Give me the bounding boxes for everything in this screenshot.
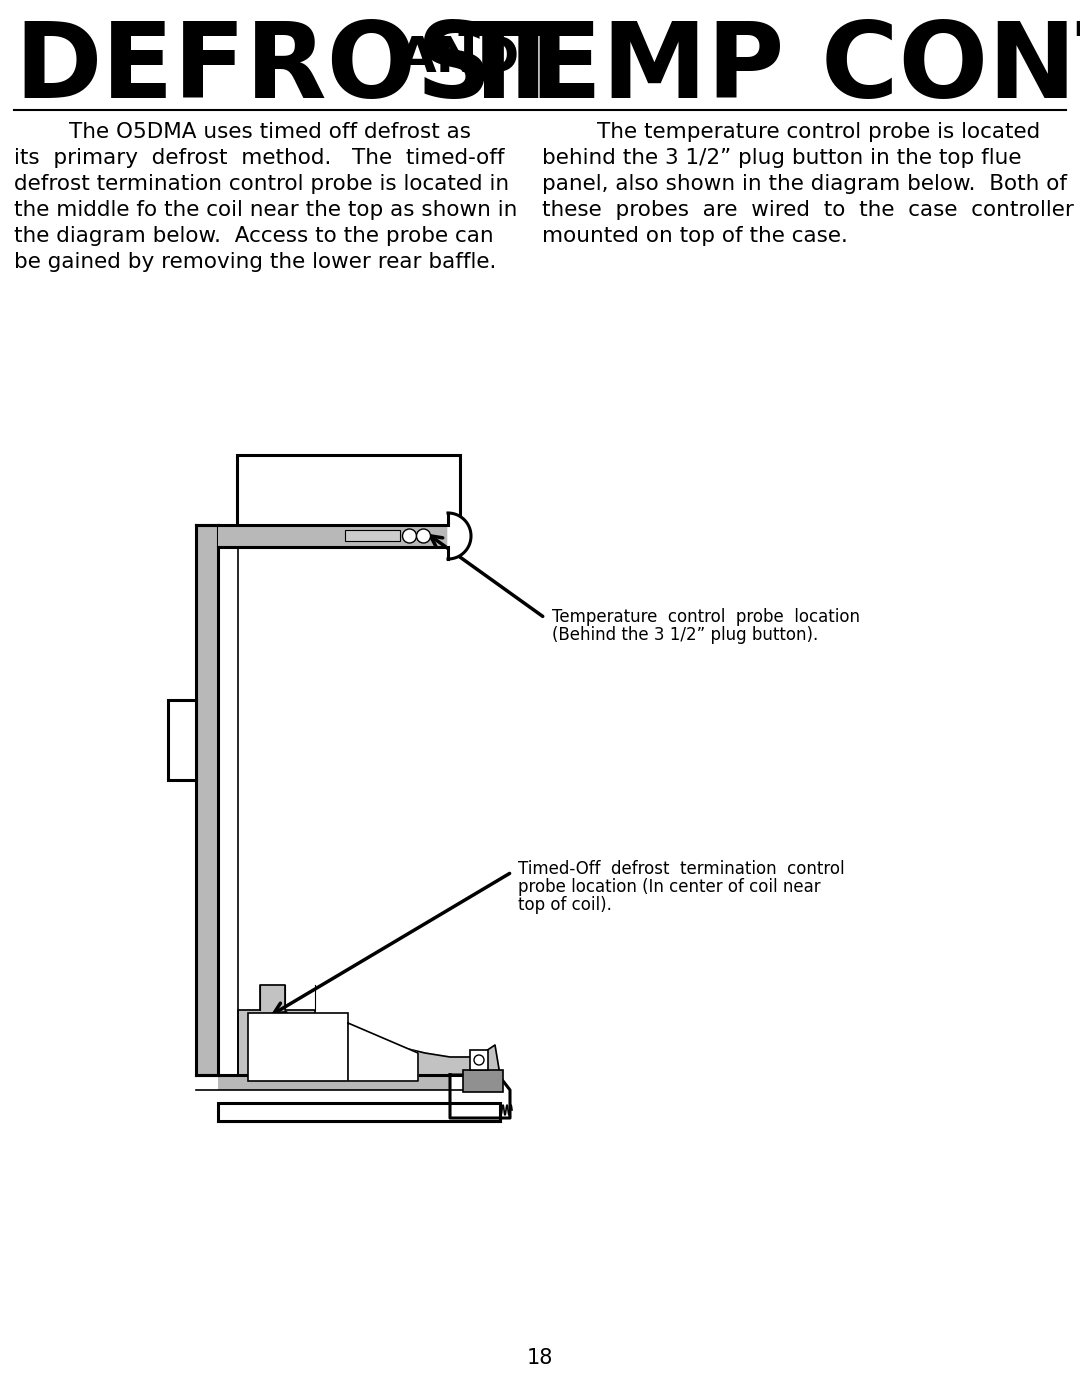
Bar: [345, 529, 400, 541]
Polygon shape: [450, 1076, 510, 1118]
Text: The O5DMA uses timed off defrost as: The O5DMA uses timed off defrost as: [14, 122, 471, 142]
Circle shape: [403, 529, 417, 543]
Text: probe location (In center of coil near: probe location (In center of coil near: [518, 877, 821, 895]
Text: mounted on top of the case.: mounted on top of the case.: [542, 226, 848, 246]
Bar: [218, 525, 448, 548]
Text: be gained by removing the lower rear baffle.: be gained by removing the lower rear baf…: [14, 251, 497, 271]
Polygon shape: [448, 513, 471, 559]
Text: The temperature control probe is located: The temperature control probe is located: [542, 122, 1040, 142]
Text: the diagram below.  Access to the probe can: the diagram below. Access to the probe c…: [14, 226, 494, 246]
Bar: [168, 700, 195, 780]
Text: Temperature  control  probe  location: Temperature control probe location: [552, 608, 860, 626]
Text: Timed-Off  defrost  termination  control: Timed-Off defrost termination control: [518, 861, 845, 877]
Text: its  primary  defrost  method.   The  timed-off: its primary defrost method. The timed-of…: [14, 148, 504, 168]
Bar: [218, 1104, 500, 1120]
Bar: [248, 1013, 348, 1081]
Bar: [195, 525, 218, 1076]
Polygon shape: [348, 1023, 418, 1081]
Bar: [463, 1070, 503, 1092]
Text: 18: 18: [527, 1348, 553, 1368]
Text: these  probes  are  wired  to  the  case  controller: these probes are wired to the case contr…: [542, 200, 1074, 219]
Text: (Behind the 3 1/2” plug button).: (Behind the 3 1/2” plug button).: [552, 626, 819, 644]
Bar: [237, 455, 460, 529]
Bar: [470, 1051, 488, 1070]
Circle shape: [417, 529, 431, 543]
Text: the middle fo the coil near the top as shown in: the middle fo the coil near the top as s…: [14, 200, 517, 219]
Text: defrost termination control probe is located in: defrost termination control probe is loc…: [14, 173, 509, 194]
Text: panel, also shown in the diagram below.  Both of: panel, also shown in the diagram below. …: [542, 173, 1067, 194]
Text: AND: AND: [399, 34, 521, 82]
Text: behind the 3 1/2” plug button in the top flue: behind the 3 1/2” plug button in the top…: [542, 148, 1022, 168]
Text: DEFROST: DEFROST: [14, 18, 565, 120]
Text: TEMP CONTROL: TEMP CONTROL: [458, 18, 1080, 120]
Bar: [218, 1076, 500, 1090]
Text: top of coil).: top of coil).: [518, 895, 612, 914]
Polygon shape: [238, 985, 500, 1085]
Circle shape: [474, 1055, 484, 1065]
